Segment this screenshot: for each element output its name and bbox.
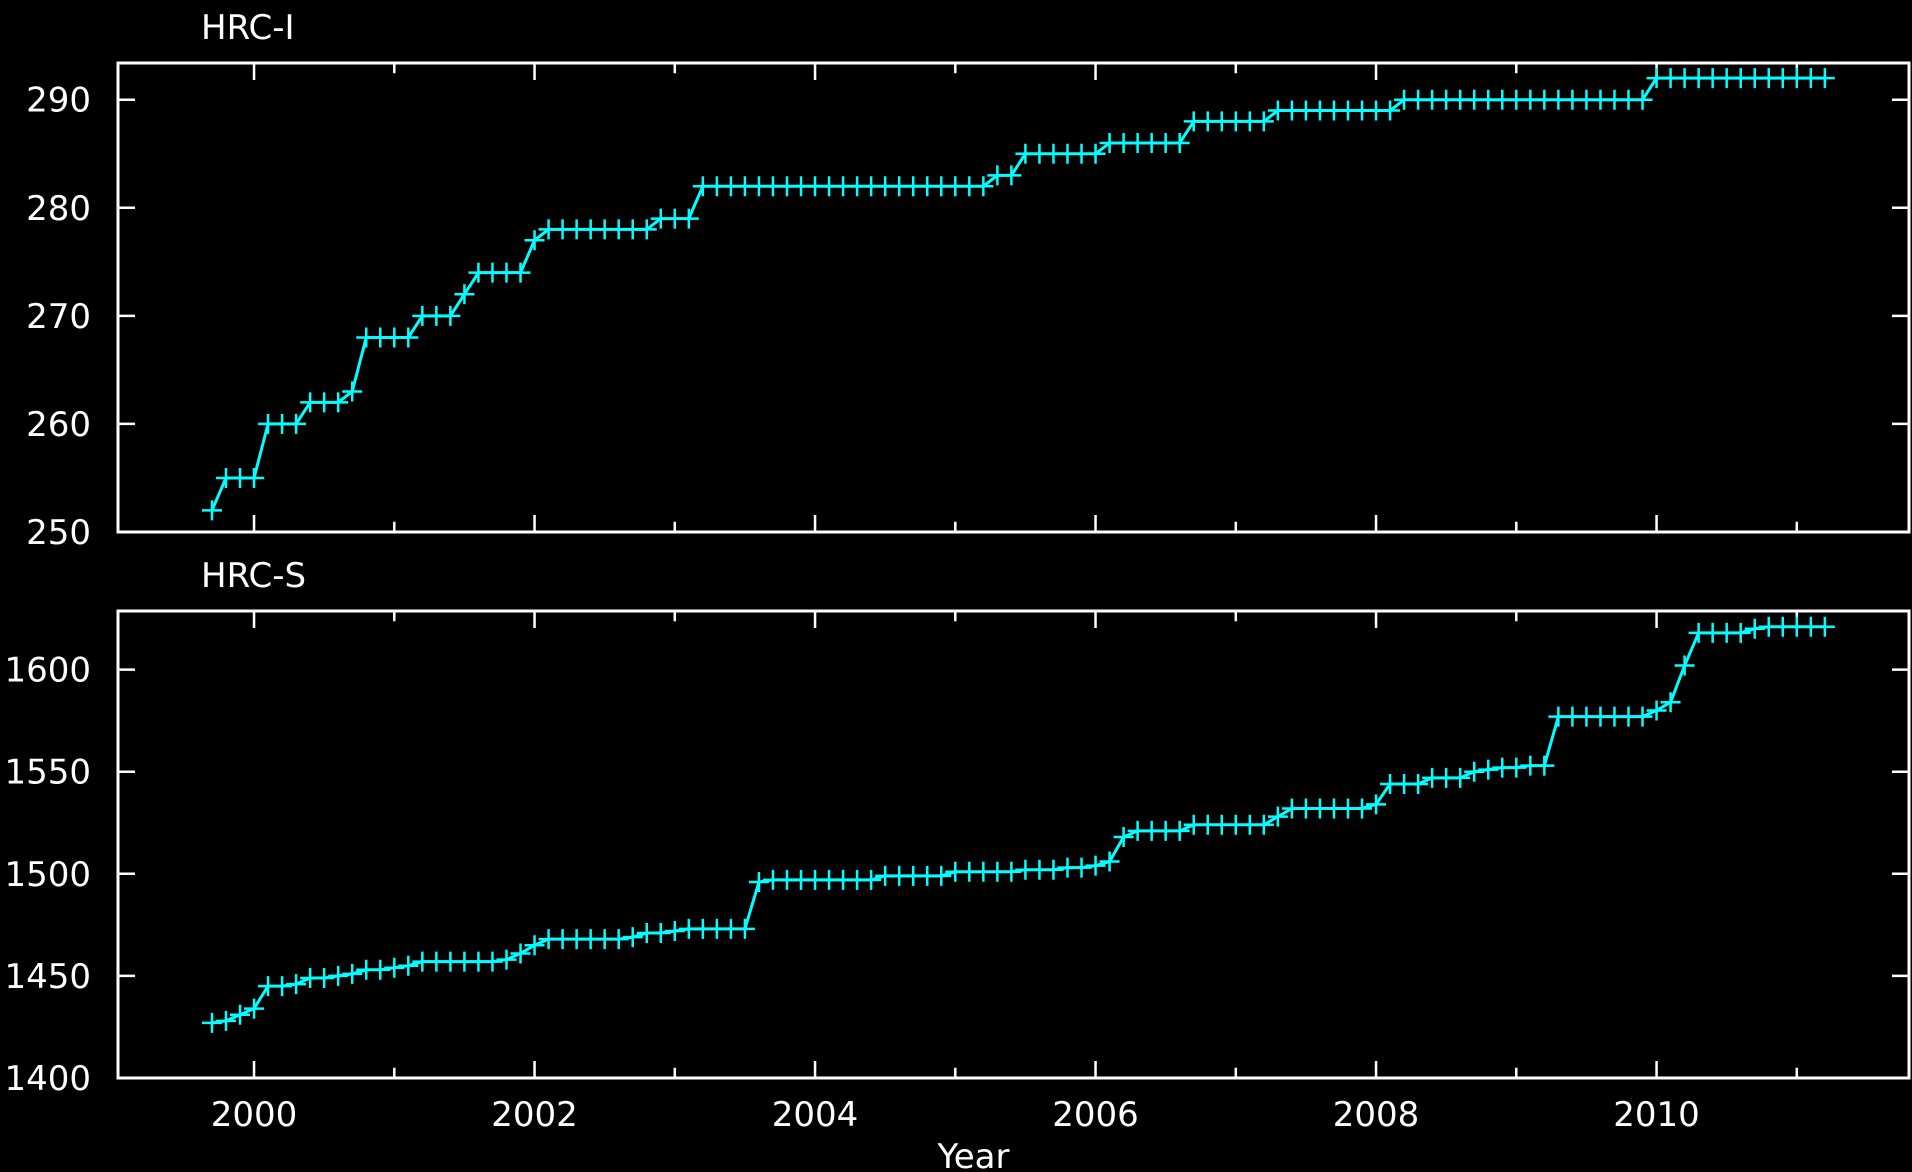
- y-tick-label: 1400: [4, 1059, 91, 1099]
- data-point: [1478, 759, 1499, 780]
- data-point: [1099, 851, 1120, 872]
- data-point: [342, 381, 363, 402]
- data-point: [328, 965, 349, 986]
- data-point: [734, 918, 755, 939]
- plot-frame: [116, 609, 1911, 1080]
- data-point: [664, 920, 685, 941]
- y-tick-label: 1450: [4, 957, 91, 997]
- x-tick-label: 2000: [211, 1095, 298, 1135]
- data-point: [1534, 755, 1555, 776]
- data-line: [211, 625, 1825, 1025]
- data-point: [1169, 820, 1190, 841]
- data-point: [861, 869, 882, 890]
- data-point: [1450, 767, 1471, 788]
- data-point: [314, 967, 335, 988]
- data-point: [1001, 861, 1022, 882]
- data-point: [1506, 757, 1527, 778]
- data-point: [973, 176, 994, 197]
- data-point: [1071, 857, 1092, 878]
- data-point: [650, 923, 671, 944]
- data-point: [1380, 100, 1401, 121]
- data-point: [1632, 706, 1653, 727]
- data-point: [286, 974, 307, 995]
- data-point: [398, 327, 419, 348]
- data-point: [244, 998, 265, 1019]
- data-point: [201, 500, 222, 521]
- y-tick-label: 250: [26, 513, 91, 553]
- plot-frame: [116, 61, 1911, 534]
- data-point: [1674, 655, 1695, 676]
- x-tick-label: 2008: [1333, 1095, 1420, 1135]
- y-tick-label: 260: [26, 405, 91, 445]
- data-point: [342, 963, 363, 984]
- data-point: [1814, 616, 1835, 637]
- data-point: [328, 392, 349, 413]
- data-point: [1632, 89, 1653, 110]
- data-point: [608, 929, 629, 950]
- data-point: [1408, 773, 1429, 794]
- data-line: [210, 76, 1825, 511]
- y-tick-label: 290: [26, 81, 91, 121]
- data-point: [1660, 692, 1681, 713]
- data-point: [1814, 68, 1835, 89]
- data-point: [1043, 859, 1064, 880]
- data-point: [201, 1012, 222, 1033]
- x-tick-label: 2010: [1613, 1095, 1700, 1135]
- data-point: [384, 957, 405, 978]
- data-point: [370, 959, 391, 980]
- data-point: [1366, 794, 1387, 815]
- data-point: [230, 1004, 251, 1025]
- data-point: [510, 262, 531, 283]
- data-point: [482, 951, 503, 972]
- data-point: [1085, 143, 1106, 164]
- y-tick-label: 1550: [4, 753, 91, 793]
- data-point: [1352, 798, 1373, 819]
- data-point: [678, 208, 699, 229]
- y-tick-label: 270: [26, 297, 91, 337]
- data-point: [1253, 111, 1274, 132]
- data-point: [1253, 814, 1274, 835]
- data-point: [510, 943, 531, 964]
- data-point: [1001, 165, 1022, 186]
- data-point: [636, 219, 657, 240]
- data-point: [1464, 761, 1485, 782]
- data-point: [454, 284, 475, 305]
- x-tick-label: 2002: [491, 1095, 578, 1135]
- x-tick-label: 2004: [772, 1095, 859, 1135]
- data-point: [1646, 700, 1667, 721]
- y-tick-label: 1500: [4, 855, 91, 895]
- chart-title: HRC-S: [201, 556, 306, 596]
- data-point: [272, 976, 293, 997]
- data-point: [524, 935, 545, 956]
- data-point: [1744, 618, 1765, 639]
- data-point: [1267, 806, 1288, 827]
- data-point: [440, 305, 461, 326]
- data-point: [244, 467, 265, 488]
- data-point: [748, 871, 769, 892]
- data-point: [1113, 827, 1134, 848]
- y-tick-label: 280: [26, 189, 91, 229]
- data-point: [1730, 622, 1751, 643]
- data-point: [215, 1010, 236, 1031]
- data-point: [286, 413, 307, 434]
- data-point: [524, 230, 545, 251]
- data-point: [622, 927, 643, 948]
- data-point: [398, 955, 419, 976]
- data-point: [1169, 132, 1190, 153]
- data-point: [931, 865, 952, 886]
- x-axis-label: Year: [937, 1137, 1010, 1172]
- x-tick-label: 2006: [1052, 1095, 1139, 1135]
- data-point: [1085, 855, 1106, 876]
- data-point: [496, 949, 517, 970]
- chart-title: HRC-I: [201, 8, 295, 48]
- y-tick-label: 1600: [4, 651, 91, 691]
